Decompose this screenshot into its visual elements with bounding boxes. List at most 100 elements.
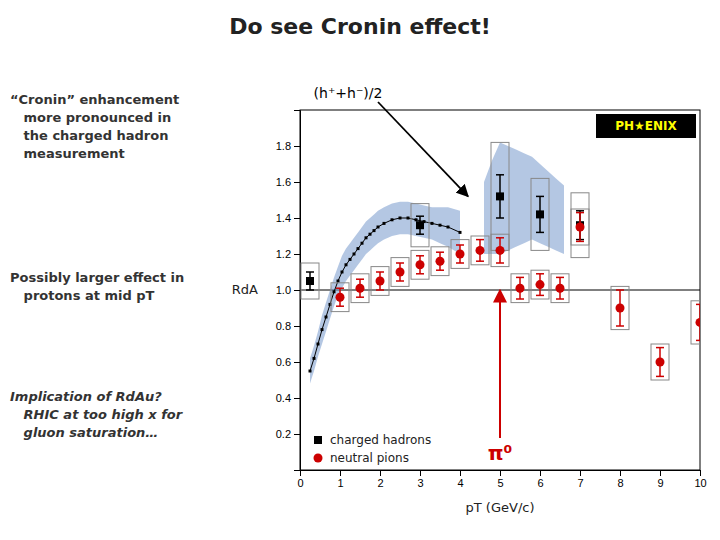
error-bar bbox=[416, 256, 424, 274]
y-tick-mark bbox=[294, 254, 300, 255]
x-tick-mark bbox=[660, 470, 661, 476]
chart-container: Do see Cronin effect!“Cronin” enhancemen… bbox=[0, 0, 720, 540]
x-tick: 10 bbox=[694, 470, 706, 489]
error-bar-cap bbox=[306, 271, 314, 273]
systematic-box bbox=[451, 240, 469, 269]
x-tick: 3 bbox=[417, 470, 423, 489]
error-bar bbox=[696, 304, 700, 340]
y-tick-label: 1.6 bbox=[276, 176, 291, 188]
curve-marker bbox=[415, 218, 418, 221]
curve-marker bbox=[431, 222, 434, 225]
y-tick-mark bbox=[294, 326, 300, 327]
y-tick: 0.6 bbox=[276, 356, 300, 368]
side-note-line: Possibly larger effect in bbox=[10, 270, 184, 285]
error-bar bbox=[396, 263, 404, 281]
y-tick-mark bbox=[294, 290, 300, 291]
x-axis-title: pT (GeV/c) bbox=[466, 500, 535, 515]
x-tick-label: 1 bbox=[337, 477, 343, 489]
data-point bbox=[395, 267, 404, 276]
y-tick: 1.2 bbox=[276, 248, 300, 260]
error-bar-cap bbox=[356, 278, 364, 280]
error-bar-cap bbox=[536, 196, 544, 198]
error-bar bbox=[416, 216, 424, 234]
systematic-box bbox=[571, 193, 589, 258]
side-note: Possibly larger effect in protons at mid… bbox=[10, 270, 184, 303]
y-tick-label: 0.8 bbox=[276, 320, 291, 332]
data-point bbox=[535, 280, 544, 289]
error-bar bbox=[436, 252, 444, 270]
x-tick-mark bbox=[500, 470, 501, 476]
x-tick: 7 bbox=[577, 470, 583, 489]
error-bar bbox=[496, 175, 504, 218]
side-note: Implication of RdAu? RHIC at too high x … bbox=[10, 389, 184, 440]
curve-marker bbox=[383, 222, 386, 225]
error-bar bbox=[616, 290, 624, 326]
x-tick-label: 5 bbox=[497, 477, 503, 489]
y-tick: 1.0 bbox=[276, 284, 300, 296]
y-tick: 0.4 bbox=[276, 392, 300, 404]
data-point bbox=[335, 293, 344, 302]
y-tick: 0.2 bbox=[276, 428, 300, 440]
legend-entry: neutral pions bbox=[313, 451, 408, 465]
error-bar bbox=[556, 277, 564, 299]
systematic-box bbox=[351, 274, 369, 303]
data-point bbox=[306, 277, 314, 285]
annotation: π⁰ bbox=[488, 290, 513, 465]
error-bar-cap bbox=[616, 289, 624, 291]
error-bar-cap bbox=[556, 298, 564, 300]
error-bar bbox=[516, 277, 524, 299]
legend: charged hadronsneutral pions bbox=[313, 433, 431, 465]
x-tick-mark bbox=[580, 470, 581, 476]
y-tick: 0.8 bbox=[276, 320, 300, 332]
systematic-box bbox=[431, 247, 449, 276]
data-point bbox=[435, 257, 444, 266]
x-tick-mark bbox=[460, 470, 461, 476]
data-point bbox=[455, 249, 464, 258]
side-note-line: the charged hadron bbox=[10, 128, 168, 143]
error-bar-cap bbox=[436, 251, 444, 253]
systematic-box bbox=[301, 263, 319, 299]
curve-marker bbox=[357, 247, 360, 250]
error-bar-cap bbox=[416, 255, 424, 257]
y-tick-label: 1.4 bbox=[276, 212, 291, 224]
systematic-box bbox=[471, 236, 489, 265]
systematic-box bbox=[411, 204, 429, 247]
side-note-line: Implication of RdAu? bbox=[10, 389, 162, 404]
y-tick: 1.6 bbox=[276, 176, 300, 188]
error-bar-cap bbox=[516, 298, 524, 300]
error-bar-cap bbox=[656, 376, 664, 378]
x-tick-mark bbox=[420, 470, 421, 476]
error-bar-cap bbox=[336, 305, 344, 307]
curve-line bbox=[310, 218, 460, 371]
error-bar bbox=[536, 196, 544, 232]
x-tick-label: 9 bbox=[657, 477, 663, 489]
curve-marker bbox=[407, 217, 410, 220]
curve-marker bbox=[353, 253, 356, 256]
data-point bbox=[575, 222, 584, 231]
error-bar bbox=[656, 348, 664, 377]
systematic-box bbox=[691, 301, 700, 344]
curve-marker bbox=[345, 263, 348, 266]
error-bar-cap bbox=[396, 280, 404, 282]
side-note: “Cronin” enhancement more pronounced in … bbox=[10, 92, 179, 162]
error-bar-cap bbox=[476, 260, 484, 262]
side-note-line: gluon saturation… bbox=[10, 425, 158, 440]
error-bar-cap bbox=[516, 277, 524, 279]
logo-background bbox=[596, 114, 696, 138]
curve-marker bbox=[365, 236, 368, 239]
error-bar-cap bbox=[416, 233, 424, 235]
x-axis-line bbox=[301, 471, 701, 477]
y-tick-mark bbox=[294, 434, 300, 435]
x-tick: 5 bbox=[497, 470, 503, 489]
error-bar-cap bbox=[536, 232, 544, 234]
y-tick-label: 0.4 bbox=[276, 392, 291, 404]
annotation-text: π⁰ bbox=[488, 441, 513, 465]
curve-marker bbox=[399, 217, 402, 220]
x-tick-label: 3 bbox=[417, 477, 423, 489]
data-point bbox=[555, 284, 564, 293]
error-bar bbox=[376, 272, 384, 290]
logo: PH★ENIX bbox=[596, 114, 696, 138]
systematic-box bbox=[331, 283, 349, 312]
error-bar bbox=[496, 238, 504, 263]
error-bar-cap bbox=[556, 277, 564, 279]
